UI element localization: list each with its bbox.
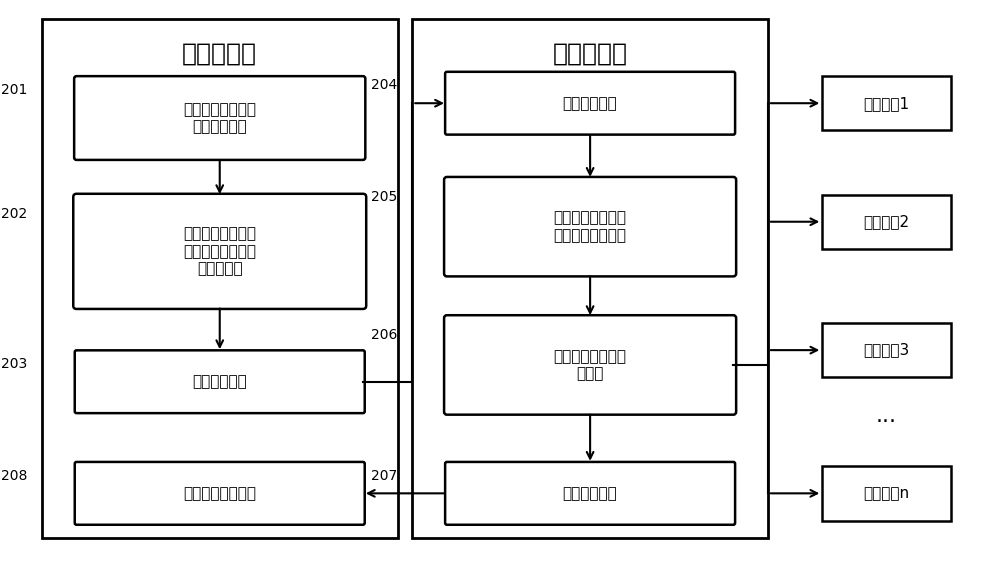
Text: 204: 204 <box>371 79 398 93</box>
Bar <box>42 19 398 538</box>
Bar <box>412 19 768 538</box>
Text: 设备资产2: 设备资产2 <box>863 214 909 229</box>
FancyBboxPatch shape <box>75 350 365 413</box>
FancyBboxPatch shape <box>444 177 736 277</box>
Text: 202: 202 <box>1 207 27 221</box>
Text: ···: ··· <box>876 412 897 432</box>
Text: 下发扫描任务: 下发扫描任务 <box>192 374 247 389</box>
Text: 扫描结果汇总统计: 扫描结果汇总统计 <box>183 486 256 501</box>
Text: 采集各个接入服务
器对应的网段: 采集各个接入服务 器对应的网段 <box>183 102 256 134</box>
Text: 接收扫描任务: 接收扫描任务 <box>563 96 617 111</box>
Text: 获取设备资产扫描
器需要扫描的网段: 获取设备资产扫描 器需要扫描的网段 <box>554 210 627 243</box>
Text: 为每个设备资产扫
描器配置不同网段
的扫描任务: 为每个设备资产扫 描器配置不同网段 的扫描任务 <box>183 227 256 276</box>
Text: 201: 201 <box>1 84 27 98</box>
Text: 205: 205 <box>371 190 398 204</box>
Bar <box>822 466 951 521</box>
Text: 207: 207 <box>371 468 398 482</box>
FancyBboxPatch shape <box>73 194 366 309</box>
Text: 设备资产n: 设备资产n <box>863 486 909 501</box>
Text: 设备资产3: 设备资产3 <box>863 343 910 357</box>
FancyBboxPatch shape <box>445 72 735 135</box>
Bar <box>822 76 951 130</box>
Text: 核心服务器: 核心服务器 <box>553 42 628 66</box>
FancyBboxPatch shape <box>75 462 365 525</box>
Text: 206: 206 <box>371 328 398 342</box>
FancyBboxPatch shape <box>444 315 736 415</box>
FancyBboxPatch shape <box>74 76 365 160</box>
Text: 扫描结果上报: 扫描结果上报 <box>563 486 617 501</box>
Text: 203: 203 <box>1 357 27 371</box>
Text: 设备资产扫描器进
行扫描: 设备资产扫描器进 行扫描 <box>554 349 627 381</box>
Text: 核心服务器: 核心服务器 <box>182 42 257 66</box>
Text: 208: 208 <box>1 468 27 482</box>
Bar <box>822 195 951 249</box>
FancyBboxPatch shape <box>445 462 735 525</box>
Text: 设备资产1: 设备资产1 <box>863 96 909 111</box>
Bar <box>822 323 951 378</box>
